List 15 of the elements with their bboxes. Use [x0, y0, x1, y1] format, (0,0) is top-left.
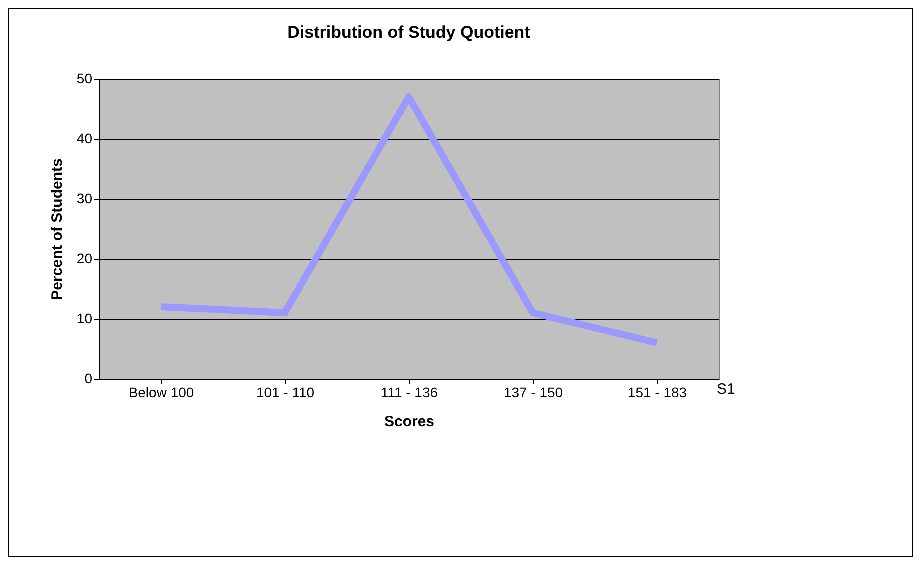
x-tick-label: 101 - 110 [256, 384, 315, 400]
x-tick-label: 151 - 183 [628, 384, 688, 400]
y-tick-label: 20 [76, 250, 93, 266]
y-tick-label: 40 [76, 130, 93, 146]
y-axis-title: Percent of Students [48, 158, 66, 300]
y-tick-label: 10 [76, 310, 93, 326]
x-axis-title: Scores [384, 414, 435, 430]
chart-title: Distribution of Study Quotient [288, 23, 531, 42]
text: S1 [717, 381, 736, 398]
y-tick-label: 30 [76, 190, 93, 206]
x-tick-label: Below 100 [128, 384, 194, 400]
x-tick-label: 137 - 150 [504, 384, 564, 400]
x-tick-label: 111 - 136 [380, 384, 438, 400]
y-tick-label: 50 [76, 70, 93, 86]
y-tick-label: 0 [84, 370, 93, 386]
